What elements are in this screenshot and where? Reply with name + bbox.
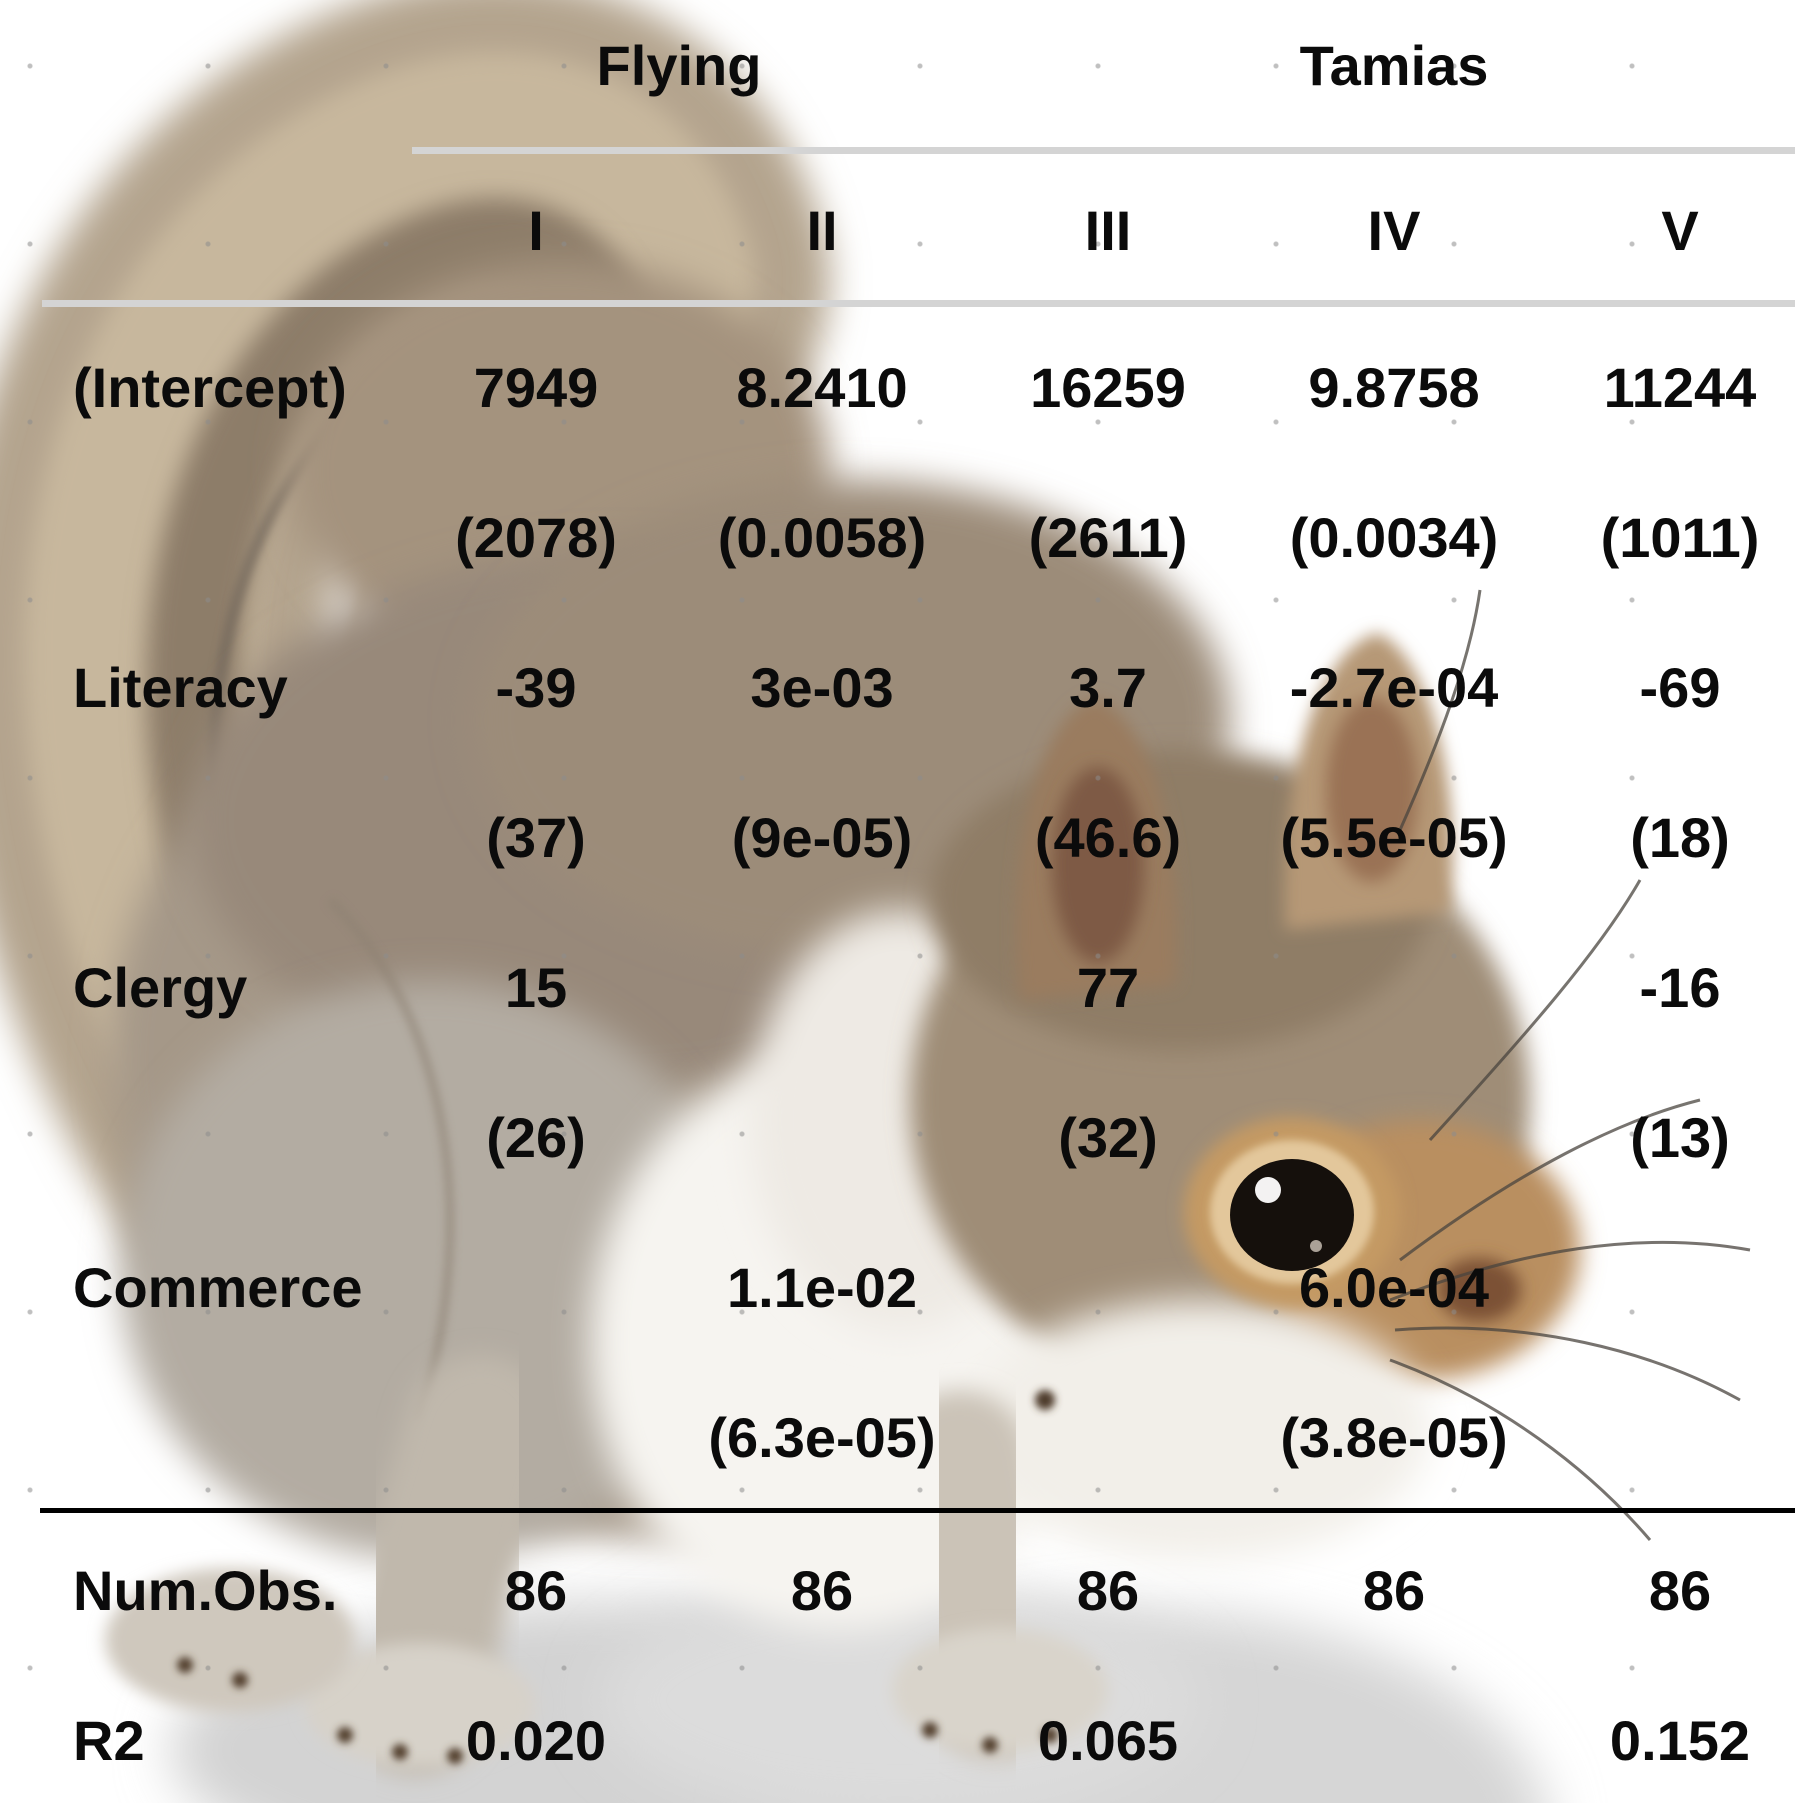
value-cell: 86: [790, 1558, 854, 1622]
value-cell: (6.3e-05): [708, 1405, 936, 1469]
value-cell: 9.8758: [1308, 355, 1480, 419]
value-cell: 86: [1362, 1558, 1426, 1622]
value-cell: -16: [1639, 955, 1721, 1019]
row-literacy: Literacy -39 3e-03 3.7 -2.7e-04 -69: [0, 612, 1800, 762]
value-cell: 77: [1076, 955, 1140, 1019]
spanner-tamias: Tamias: [1299, 33, 1489, 97]
value-cell: 86: [1076, 1558, 1140, 1622]
row-std-error: (37) (9e-05) (46.6) (5.5e-05) (18): [0, 762, 1800, 912]
column-header-iv: IV: [1367, 198, 1421, 262]
value-cell: -2.7e-04: [1289, 655, 1499, 719]
spanner-underline: [412, 147, 1795, 154]
value-cell: (18): [1630, 805, 1730, 869]
value-cell: 8.2410: [736, 355, 908, 419]
value-cell: (13): [1630, 1105, 1730, 1169]
row-numobs: Num.Obs. 86 86 86 86 86: [0, 1515, 1800, 1665]
spanner-row: Flying Tamias: [0, 10, 1800, 120]
row-label: Literacy: [73, 655, 288, 719]
value-cell: (3.8e-05): [1280, 1405, 1508, 1469]
value-cell: 3e-03: [750, 655, 894, 719]
column-header-ii: II: [806, 198, 838, 262]
column-header-row: I II III IV V: [0, 175, 1800, 285]
value-cell: 6.0e-04: [1299, 1255, 1489, 1319]
value-cell: (9e-05): [731, 805, 913, 869]
value-cell: 86: [1648, 1558, 1712, 1622]
value-cell: (2611): [1028, 505, 1188, 569]
header-rule: [42, 300, 1795, 307]
value-cell: 3.7: [1069, 655, 1147, 719]
value-cell: -69: [1639, 655, 1721, 719]
row-intercept: (Intercept) 7949 8.2410 16259 9.8758 11244: [0, 312, 1800, 462]
value-cell: (1011): [1600, 505, 1760, 569]
row-label: (Intercept): [73, 355, 347, 419]
row-std-error: (26) (32) (13): [0, 1062, 1800, 1212]
value-cell: -39: [495, 655, 577, 719]
row-commerce: Commerce 1.1e-02 6.0e-04: [0, 1212, 1800, 1362]
value-cell: (5.5e-05): [1280, 805, 1508, 869]
value-cell: 11244: [1603, 355, 1757, 419]
row-label: Num.Obs.: [73, 1558, 338, 1622]
row-label: Commerce: [73, 1255, 363, 1319]
value-cell: (32): [1058, 1105, 1158, 1169]
value-cell: (26): [486, 1105, 586, 1169]
value-cell: 7949: [473, 355, 599, 419]
value-cell: 0.065: [1037, 1708, 1179, 1772]
value-cell: 1.1e-02: [727, 1255, 917, 1319]
value-cell: (37): [486, 805, 586, 869]
column-header-iii: III: [1084, 198, 1132, 262]
value-cell: (46.6): [1034, 805, 1182, 869]
row-label: R2: [73, 1708, 145, 1772]
column-header-i: I: [528, 198, 544, 262]
row-label: Clergy: [73, 955, 248, 1019]
spanner-flying: Flying: [596, 33, 762, 97]
row-std-error: (2078) (0.0058) (2611) (0.0034) (1011): [0, 462, 1800, 612]
row-std-error: (6.3e-05) (3.8e-05): [0, 1362, 1800, 1512]
row-clergy: Clergy 15 77 -16: [0, 912, 1800, 1062]
footer-rule: [40, 1508, 1795, 1513]
value-cell: 0.020: [465, 1708, 607, 1772]
value-cell: (2078): [455, 505, 617, 569]
value-cell: 0.152: [1609, 1708, 1751, 1772]
value-cell: (0.0034): [1289, 505, 1499, 569]
value-cell: 16259: [1030, 355, 1186, 419]
row-r2: R2 0.020 0.065 0.152: [0, 1665, 1800, 1815]
value-cell: 15: [504, 955, 568, 1019]
value-cell: (0.0058): [717, 505, 927, 569]
value-cell: 86: [504, 1558, 568, 1622]
column-header-v: V: [1661, 198, 1699, 262]
